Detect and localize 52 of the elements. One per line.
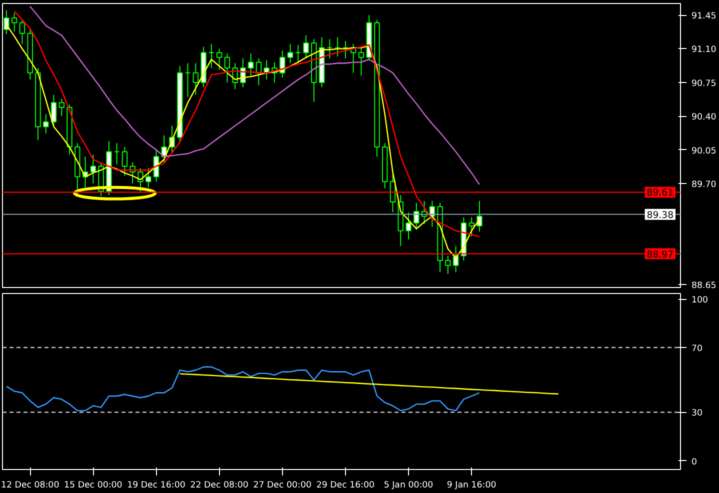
candlestick <box>468 216 474 237</box>
candlestick <box>342 40 348 59</box>
x-tick-label: 15 Dec 00:00 <box>64 480 122 490</box>
candlestick <box>445 255 451 275</box>
line-series <box>179 373 559 395</box>
y-tick-label: 70 <box>692 344 703 354</box>
y-tick-label: 30 <box>692 408 703 419</box>
candlestick <box>90 154 96 184</box>
x-tick-label: 5 Jan 00:00 <box>384 480 434 490</box>
y-tick-label: 88.65 <box>692 281 716 292</box>
y-tick-label: 89.70 <box>692 180 716 190</box>
candlestick <box>114 142 120 165</box>
candlestick <box>145 168 152 188</box>
candlestick <box>334 36 340 57</box>
ref-line-label: 88.97 <box>646 249 674 260</box>
candlestick <box>326 38 333 59</box>
candlestick <box>216 48 222 70</box>
x-tick-label: 27 Dec 00:00 <box>253 480 312 490</box>
candlestick <box>192 62 199 96</box>
y-tick-label: 90.40 <box>692 112 716 123</box>
candlestick <box>248 53 254 76</box>
line-series <box>6 366 480 412</box>
y-tick-label: 100 <box>692 296 708 306</box>
y-tick-label: 91.45 <box>692 12 716 22</box>
candlestick <box>358 46 364 76</box>
candlestick <box>42 114 49 134</box>
x-tick-label: 9 Jan 16:00 <box>446 480 496 490</box>
candlestick <box>303 34 309 59</box>
y-tick-label: 0 <box>692 457 698 468</box>
ref-line-label: 89.38 <box>646 210 674 221</box>
x-tick-label: 29 Dec 16:00 <box>316 480 375 490</box>
candlestick <box>19 19 26 44</box>
candlestick <box>11 12 18 32</box>
x-tick-label: 12 Dec 08:00 <box>0 480 60 490</box>
candlestick <box>50 94 57 126</box>
candlestick <box>58 98 64 117</box>
candlestick <box>208 43 214 68</box>
y-tick-label: 90.75 <box>692 78 716 89</box>
candlestick <box>122 146 128 176</box>
candlestick <box>184 62 191 98</box>
candlestick <box>295 44 302 63</box>
candlestick <box>130 162 136 184</box>
line-series <box>29 6 480 186</box>
y-tick-label: 91.10 <box>692 45 716 56</box>
x-tick-label: 19 Dec 16:00 <box>127 480 186 490</box>
candlestick <box>406 212 412 240</box>
x-tick-label: 22 Dec 08:00 <box>190 480 248 490</box>
candlestick <box>224 53 230 83</box>
candlestick <box>287 43 294 64</box>
ref-line-label: 89.61 <box>646 188 674 199</box>
y-tick-label: 90.05 <box>692 146 716 156</box>
candlestick <box>476 200 482 232</box>
